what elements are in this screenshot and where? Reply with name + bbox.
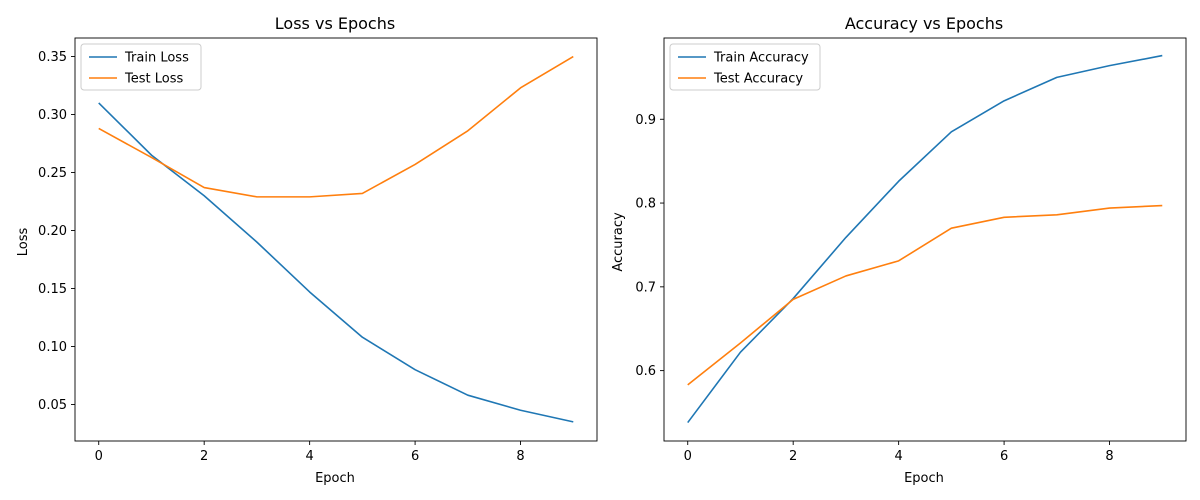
x-tick-label: 0 [95, 449, 103, 464]
axes-frame [663, 37, 1187, 442]
x-axis-label: Epoch [315, 471, 355, 486]
y-tick-label: 0.35 [38, 50, 67, 65]
series-line-1 [687, 204, 1163, 386]
series-line-0 [98, 102, 574, 423]
x-tick-label: 4 [894, 449, 902, 464]
x-tick-label: 2 [789, 449, 797, 464]
legend-label: Train Loss [124, 51, 189, 66]
y-tick-label: 0.25 [38, 166, 67, 181]
x-axis-label: Epoch [904, 471, 944, 486]
y-tick-label: 0.6 [635, 364, 656, 379]
y-tick-label: 0.30 [38, 108, 67, 123]
x-tick-label: 6 [1000, 449, 1008, 464]
x-tick-label: 6 [411, 449, 419, 464]
legend: Train Accuracy Test Accuracy [669, 43, 821, 91]
plot-area: 0 2 4 6 8 0.6 0.7 0.8 0.9 Train Accuracy Test Accu… [635, 37, 1187, 464]
legend-label: Train Accuracy [713, 51, 809, 66]
axes-frame [74, 37, 598, 442]
y-axis-label: Loss [16, 228, 31, 257]
legend-label: Test Loss [124, 72, 183, 87]
y-tick-label: 0.15 [38, 282, 67, 297]
legend-box [669, 43, 821, 91]
y-axis-label: Accuracy [611, 212, 626, 272]
chart-title: Accuracy vs Epochs [845, 14, 1003, 33]
y-tick-label: 0.8 [635, 197, 656, 212]
y-tick-label: 0.10 [38, 340, 67, 355]
series-line-1 [98, 55, 574, 198]
x-tick-label: 2 [200, 449, 208, 464]
chart-title: Loss vs Epochs [275, 14, 395, 33]
accuracy-chart: Accuracy vs Epochs Epoch Accuracy 0 2 4 6 80… [611, 14, 1187, 486]
y-tick-label: 0.05 [38, 398, 67, 413]
x-tick-label: 8 [516, 449, 524, 464]
y-tick-label: 0.20 [38, 224, 67, 239]
x-tick-label: 4 [305, 449, 313, 464]
loss-chart: Loss vs Epochs Epoch Loss 0 2 4 6 80.050.100… [16, 14, 598, 486]
x-tick-label: 0 [684, 449, 692, 464]
series-line-0 [687, 54, 1163, 424]
y-tick-label: 0.7 [635, 280, 656, 295]
plot-area: 0 2 4 6 8 0.05 0.10 0.15 0.20 0.25 0.30 0.35 Train L… [38, 37, 598, 464]
y-tick-label: 0.9 [635, 113, 656, 128]
legend: Train Loss Test Loss [80, 43, 202, 91]
x-tick-label: 8 [1105, 449, 1113, 464]
legend-label: Test Accuracy [713, 72, 803, 87]
